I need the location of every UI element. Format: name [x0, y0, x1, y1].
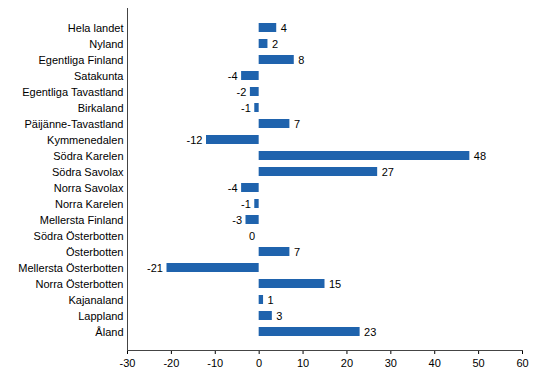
- svg-text:27: 27: [382, 166, 394, 178]
- svg-text:-4: -4: [228, 182, 238, 194]
- svg-text:-2: -2: [237, 86, 247, 98]
- svg-text:50: 50: [472, 357, 484, 369]
- svg-text:0: 0: [249, 230, 255, 242]
- svg-text:7: 7: [294, 246, 300, 258]
- svg-text:Norra Savolax: Norra Savolax: [54, 182, 124, 194]
- svg-text:Norra Österbotten: Norra Österbotten: [35, 278, 123, 290]
- svg-text:Nyland: Nyland: [89, 38, 123, 50]
- svg-text:Södra Karelen: Södra Karelen: [53, 150, 123, 162]
- svg-text:4: 4: [281, 22, 287, 34]
- svg-text:-1: -1: [241, 198, 251, 210]
- svg-text:Päijänne-Tavastland: Päijänne-Tavastland: [24, 118, 123, 130]
- svg-text:-10: -10: [207, 357, 223, 369]
- svg-text:Egentliga Finland: Egentliga Finland: [38, 54, 123, 66]
- svg-text:10: 10: [297, 357, 309, 369]
- svg-text:Mellersta Österbotten: Mellersta Österbotten: [18, 262, 123, 274]
- svg-text:Södra Österbotten: Södra Österbotten: [34, 230, 124, 242]
- svg-text:Mellersta Finland: Mellersta Finland: [40, 214, 124, 226]
- svg-text:Egentliga Tavastland: Egentliga Tavastland: [22, 86, 123, 98]
- svg-text:Kajanaland: Kajanaland: [68, 294, 123, 306]
- svg-text:40: 40: [429, 357, 441, 369]
- svg-text:Åland: Åland: [95, 326, 123, 338]
- svg-text:3: 3: [276, 310, 282, 322]
- svg-text:60: 60: [516, 357, 528, 369]
- svg-text:Kymmenedalen: Kymmenedalen: [47, 134, 123, 146]
- svg-text:Österbotten: Österbotten: [66, 246, 123, 258]
- svg-text:7: 7: [294, 118, 300, 130]
- svg-text:-1: -1: [241, 102, 251, 114]
- svg-text:2: 2: [272, 38, 278, 50]
- svg-text:-3: -3: [232, 214, 242, 226]
- svg-text:-21: -21: [147, 262, 163, 274]
- svg-text:0: 0: [256, 357, 262, 369]
- svg-text:23: 23: [364, 326, 376, 338]
- svg-text:48: 48: [474, 150, 486, 162]
- svg-text:Södra Savolax: Södra Savolax: [52, 166, 124, 178]
- svg-text:Norra Karelen: Norra Karelen: [55, 198, 123, 210]
- svg-text:-20: -20: [163, 357, 179, 369]
- svg-text:15: 15: [329, 278, 341, 290]
- svg-text:-12: -12: [187, 134, 203, 146]
- svg-text:Satakunta: Satakunta: [74, 70, 124, 82]
- svg-text:30: 30: [385, 357, 397, 369]
- svg-text:1: 1: [268, 294, 274, 306]
- svg-text:Hela landet: Hela landet: [68, 22, 124, 34]
- svg-text:-4: -4: [228, 70, 238, 82]
- svg-text:20: 20: [341, 357, 353, 369]
- svg-text:8: 8: [298, 54, 304, 66]
- svg-text:Birkaland: Birkaland: [78, 102, 124, 114]
- svg-text:Lappland: Lappland: [78, 310, 123, 322]
- svg-text:-30: -30: [120, 357, 136, 369]
